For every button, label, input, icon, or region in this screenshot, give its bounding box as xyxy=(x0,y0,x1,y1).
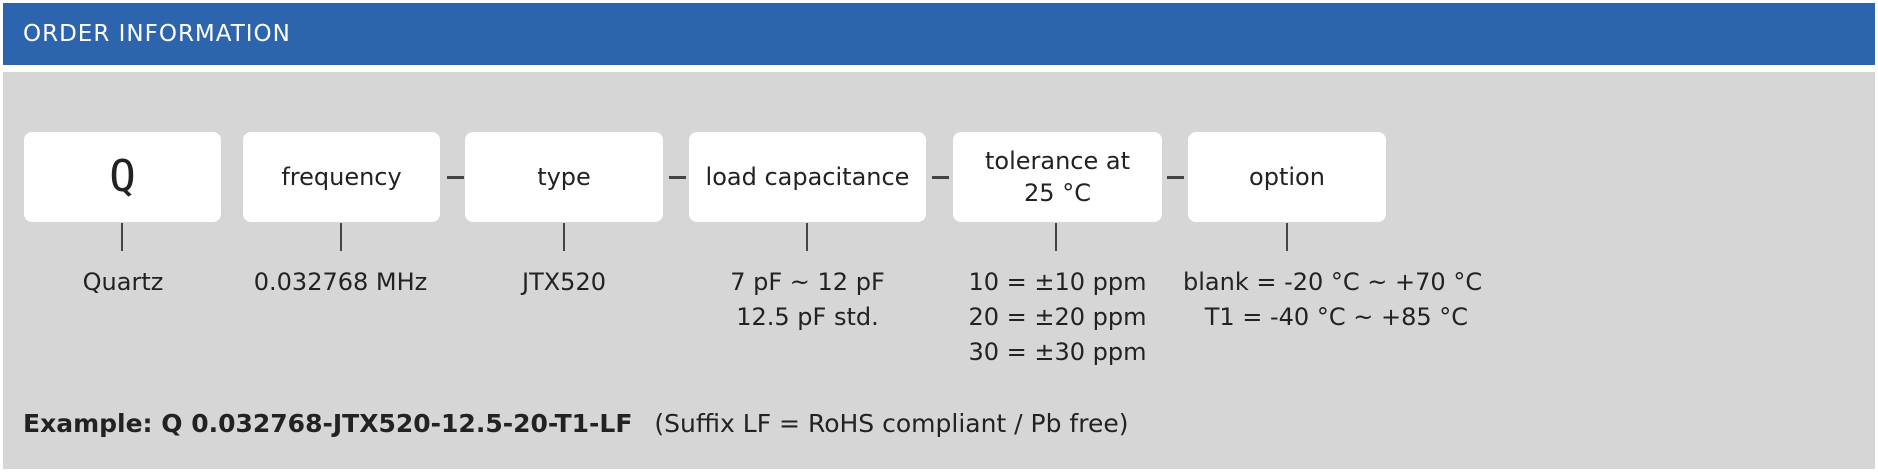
desc-load-capacitance-line: 12.5 pF std. xyxy=(736,303,879,331)
section-header: ORDER INFORMATION xyxy=(3,3,1875,65)
order-code-diagram: Q frequency type load capacitance tolera… xyxy=(3,72,1875,469)
connector-tick xyxy=(121,223,123,251)
example-code: Example: Q 0.032768-JTX520-12.5-20-T1-LF xyxy=(23,409,633,438)
connector-tick xyxy=(1286,223,1288,251)
desc-tolerance: 10 = ±10 ppm 20 = ±20 ppm 30 = ±30 ppm xyxy=(953,265,1162,370)
code-box-type-label: type xyxy=(537,163,591,191)
code-box-tolerance-line2: 25 °C xyxy=(1024,179,1091,207)
connector-tick xyxy=(806,223,808,251)
code-box-tolerance-label: tolerance at 25 °C xyxy=(985,145,1130,209)
desc-type: JTX520 xyxy=(465,265,663,300)
separator-dash xyxy=(932,176,949,179)
code-box-quartz: Q xyxy=(24,132,221,222)
code-box-frequency-label: frequency xyxy=(281,163,402,191)
separator-dash xyxy=(447,176,464,179)
desc-load-capacitance: 7 pF ~ 12 pF 12.5 pF std. xyxy=(689,265,926,335)
code-box-load-capacitance: load capacitance xyxy=(689,132,926,222)
desc-option-line: T1 = -40 °C ~ +85 °C xyxy=(1204,303,1468,331)
desc-tolerance-line: 10 = ±10 ppm xyxy=(968,268,1147,296)
example-note: (Suffix LF = RoHS compliant / Pb free) xyxy=(654,409,1129,438)
code-box-option-label: option xyxy=(1249,163,1325,191)
desc-frequency: 0.032768 MHz xyxy=(238,265,443,300)
desc-option-line: blank = -20 °C ~ +70 °C xyxy=(1183,268,1483,296)
desc-tolerance-line: 30 = ±30 ppm xyxy=(968,338,1147,366)
desc-type-line: JTX520 xyxy=(522,268,606,296)
desc-quartz: Quartz xyxy=(23,265,223,300)
desc-tolerance-line: 20 = ±20 ppm xyxy=(968,303,1147,331)
code-box-quartz-label: Q xyxy=(109,151,136,202)
connector-tick xyxy=(563,223,565,251)
code-box-load-capacitance-label: load capacitance xyxy=(705,163,910,191)
separator-dash xyxy=(1167,176,1184,179)
separator-dash xyxy=(669,176,686,179)
connector-tick xyxy=(1055,223,1057,251)
code-box-type: type xyxy=(465,132,663,222)
desc-load-capacitance-line: 7 pF ~ 12 pF xyxy=(730,268,885,296)
code-box-frequency: frequency xyxy=(243,132,440,222)
code-box-option: option xyxy=(1188,132,1386,222)
desc-option: blank = -20 °C ~ +70 °C T1 = -40 °C ~ +8… xyxy=(1183,265,1483,335)
order-information-panel: ORDER INFORMATION Q frequency type load … xyxy=(3,3,1875,469)
desc-quartz-line: Quartz xyxy=(82,268,164,296)
desc-frequency-line: 0.032768 MHz xyxy=(253,268,428,296)
connector-tick xyxy=(340,223,342,251)
code-box-tolerance: tolerance at 25 °C xyxy=(953,132,1162,222)
example-line: Example: Q 0.032768-JTX520-12.5-20-T1-LF… xyxy=(23,409,1128,438)
code-box-tolerance-line1: tolerance at xyxy=(984,147,1131,175)
section-title: ORDER INFORMATION xyxy=(23,21,291,47)
